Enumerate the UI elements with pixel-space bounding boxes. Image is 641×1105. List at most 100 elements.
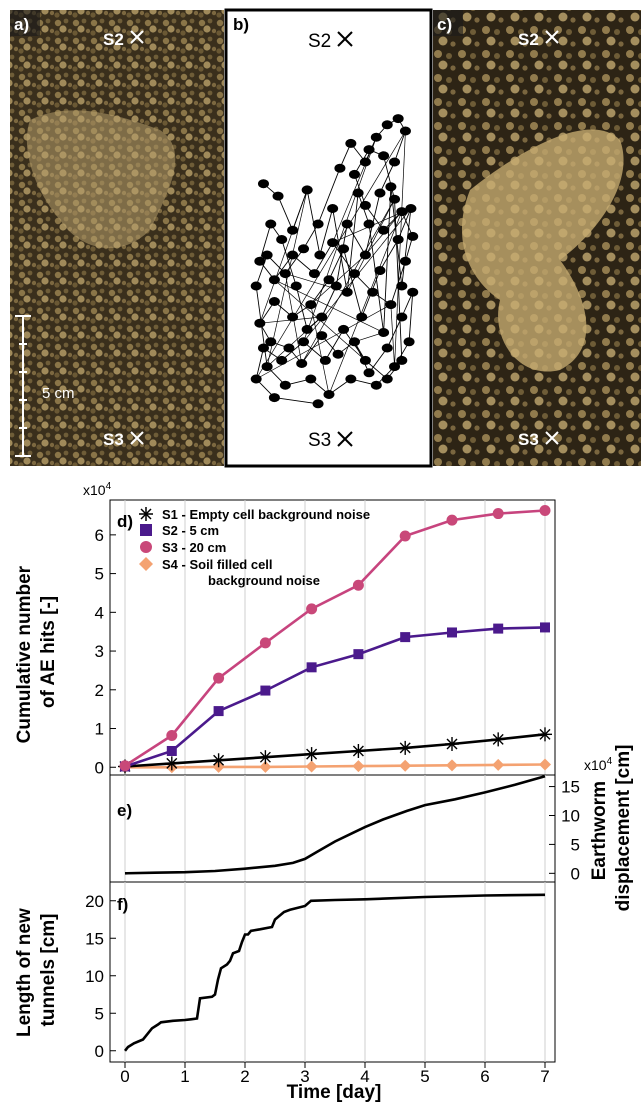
- track-segment: [328, 211, 403, 395]
- y-tick-label: 0: [95, 758, 104, 777]
- y-tick-label: 10: [85, 967, 104, 986]
- series-line-2: [124, 626, 546, 768]
- track-point: [254, 318, 266, 328]
- panel-b-s3-label: S3: [308, 430, 331, 451]
- y-tick-label: 15: [85, 929, 104, 948]
- track-point: [385, 182, 397, 192]
- data-point-s3: [166, 729, 178, 741]
- track-point: [341, 287, 353, 297]
- data-point-s3: [352, 579, 364, 591]
- panel-a-s2-label: S2: [103, 30, 124, 49]
- panel-a-s3-label: S3: [103, 430, 124, 449]
- track-segment: [317, 168, 341, 225]
- track-point: [378, 151, 390, 161]
- track-point: [345, 374, 357, 384]
- chart-f-frame: [109, 881, 556, 1063]
- data-point-s1: [258, 750, 273, 765]
- panel-b-s2-label: S2: [308, 31, 331, 52]
- track-segment: [386, 316, 403, 349]
- track-point: [370, 380, 382, 390]
- tracking-paths: [250, 114, 419, 409]
- cross-icon: [130, 431, 144, 445]
- track-point: [392, 235, 404, 244]
- track-point: [363, 219, 375, 229]
- legend-s3-marker: [140, 541, 152, 553]
- track-point: [367, 287, 379, 297]
- track-point: [268, 297, 280, 306]
- data-point-s1: [351, 743, 366, 758]
- track-point: [254, 256, 266, 266]
- track-point: [348, 269, 360, 279]
- track-segment: [324, 329, 344, 361]
- chart-f-x-ticks: 0 1 2 3 4 5 6 7: [120, 1062, 550, 1086]
- track-point: [287, 225, 299, 235]
- track-point: [374, 188, 386, 198]
- chart-d-letter: d): [117, 512, 133, 531]
- track-segment: [255, 347, 264, 380]
- series-line-3: [124, 509, 546, 767]
- track-segment: [368, 223, 385, 333]
- chart-d-y-ticks: 0 1 2 3 4 5 6: [95, 526, 116, 777]
- data-point-s1: [445, 737, 459, 752]
- track-point: [323, 390, 335, 399]
- track-point: [396, 281, 408, 291]
- track-point: [272, 191, 284, 201]
- chart-f: 0 5 10 15 20 0 1 2 3 4 5 6 7 f) Length of new tunne…: [14, 881, 556, 1103]
- chart-e-grid: [124, 775, 546, 882]
- track-point: [316, 312, 328, 322]
- data-point-s4: [399, 759, 412, 772]
- legend-s2-marker: [140, 524, 152, 536]
- track-point: [359, 250, 371, 260]
- track-point: [407, 287, 419, 297]
- track-point: [359, 355, 371, 365]
- cross-icon: [545, 431, 559, 445]
- track-point: [305, 300, 317, 310]
- track-point: [396, 312, 408, 322]
- track-segment: [284, 248, 304, 274]
- track-point: [334, 163, 346, 173]
- track-point: [359, 157, 371, 167]
- track-point: [301, 324, 313, 334]
- series-line-4: [125, 763, 546, 769]
- track-point: [290, 281, 302, 291]
- cross-icon: [545, 30, 559, 44]
- chart-e-ylabel: Earthworm displacement [cm]: [589, 745, 634, 912]
- track-point: [403, 337, 415, 347]
- data-point-s1: [304, 747, 319, 762]
- track-point: [298, 244, 310, 254]
- y-tick-label: 15: [561, 778, 580, 797]
- track-segment: [277, 195, 294, 231]
- track-point: [287, 312, 299, 322]
- data-point-s4: [305, 760, 318, 773]
- chart-d-series: [118, 504, 552, 774]
- chart-f-grid: [124, 882, 546, 1062]
- track-segment: [379, 161, 395, 194]
- track-point: [287, 250, 299, 260]
- chart-e: 0 5 10 15 e) x104 Earthworm displacement [c…: [109, 745, 634, 912]
- chart-e-series: [124, 774, 546, 875]
- scale-bar: [15, 315, 31, 457]
- x-tick-label: 6: [480, 1067, 489, 1086]
- data-point-s2: [400, 632, 411, 643]
- y-tick-label: 10: [561, 806, 580, 825]
- legend-s4-marker: [139, 557, 153, 571]
- data-point-s3: [213, 672, 225, 684]
- y-tick-label: 3: [95, 642, 104, 661]
- track-segment: [368, 347, 388, 374]
- track-segment: [394, 130, 406, 163]
- tunnel-length-line: [123, 893, 546, 1052]
- track-segment: [319, 208, 334, 256]
- chart-e-y-ticks: 0 5 10 15: [549, 778, 580, 883]
- track-segment: [379, 239, 399, 271]
- y-tick-label: 1: [95, 720, 104, 739]
- panel-c: c) S2 S3: [433, 10, 641, 466]
- chart-d: 0 1 2 3 4 5 6 d) x104 Cumulative number of AE …: [14, 481, 556, 777]
- track-segment: [295, 285, 308, 330]
- panel-c-letter: c): [437, 15, 452, 34]
- y-tick-label: 20: [85, 892, 104, 911]
- x-tick-label: 5: [420, 1067, 429, 1086]
- track-segment: [390, 304, 395, 367]
- panel-c-letter-bg: [433, 10, 463, 36]
- track-point: [276, 355, 288, 365]
- chart-d-ylabel: Cumulative number of AE hits [-]: [14, 561, 59, 744]
